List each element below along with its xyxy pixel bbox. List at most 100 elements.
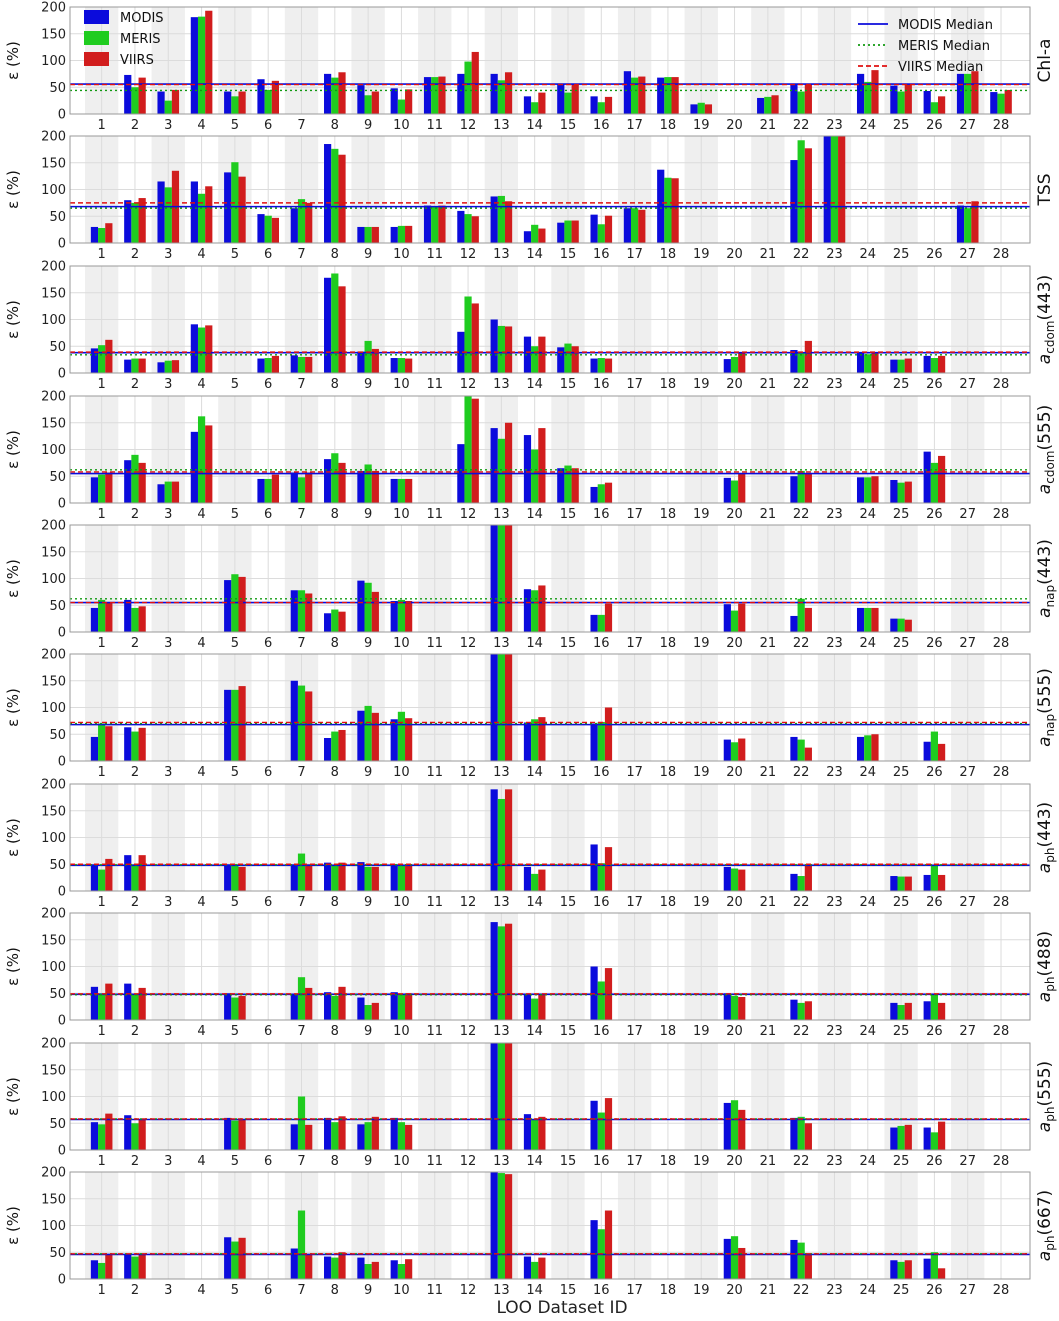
bar-viirs-13 bbox=[504, 326, 513, 373]
bar-meris-2 bbox=[131, 87, 139, 114]
bar-viirs-11 bbox=[438, 205, 446, 243]
bar-viirs-14 bbox=[538, 717, 546, 761]
bar-meris-13 bbox=[497, 1043, 505, 1150]
x-tick-label: 21 bbox=[760, 1283, 777, 1298]
bar-viirs-16 bbox=[604, 603, 613, 632]
bar-modis-14 bbox=[523, 1256, 532, 1279]
bar-modis-14 bbox=[523, 231, 532, 243]
y-tick-label: 50 bbox=[49, 858, 66, 873]
y-tick-label: 150 bbox=[41, 674, 66, 689]
bar-meris-15 bbox=[564, 465, 572, 503]
x-tick-label: 26 bbox=[926, 765, 943, 780]
bar-viirs-12 bbox=[471, 216, 479, 243]
bar-viirs-13 bbox=[504, 654, 513, 761]
x-tick-label: 26 bbox=[926, 1283, 943, 1298]
y-tick-label: 200 bbox=[41, 390, 66, 405]
x-tick-label: 12 bbox=[460, 247, 477, 262]
x-tick-label: 23 bbox=[826, 118, 843, 133]
y-tick-label: 100 bbox=[41, 572, 66, 587]
row-label: anap(555) bbox=[1035, 668, 1057, 747]
bar-meris-16 bbox=[597, 863, 605, 891]
bar-modis-2 bbox=[124, 1254, 132, 1279]
bar-viirs-25 bbox=[904, 481, 912, 503]
x-tick-label: 20 bbox=[726, 1024, 743, 1039]
bar-viirs-7 bbox=[305, 864, 313, 891]
bar-modis-1 bbox=[90, 1122, 99, 1150]
x-tick-label: 2 bbox=[131, 118, 139, 133]
x-tick-label: 17 bbox=[626, 1283, 643, 1298]
bar-modis-5 bbox=[224, 993, 232, 1020]
bar-meris-25 bbox=[897, 1125, 905, 1150]
x-tick-label: 4 bbox=[197, 118, 205, 133]
x-tick-label: 9 bbox=[364, 1024, 372, 1039]
x-tick-label: 21 bbox=[760, 765, 777, 780]
bar-viirs-8 bbox=[338, 154, 346, 243]
bar-viirs-1 bbox=[105, 1254, 113, 1279]
bar-modis-9 bbox=[357, 710, 365, 761]
bar-viirs-24 bbox=[871, 476, 879, 503]
x-tick-label: 8 bbox=[331, 377, 339, 392]
bar-modis-15 bbox=[557, 468, 565, 503]
x-tick-label: 11 bbox=[426, 1154, 443, 1169]
x-tick-label: 8 bbox=[331, 765, 339, 780]
bar-modis-10 bbox=[390, 478, 398, 503]
bar-meris-21 bbox=[764, 96, 772, 114]
bar-modis-8 bbox=[324, 144, 332, 243]
x-tick-label: 20 bbox=[726, 895, 743, 910]
x-tick-label: 19 bbox=[693, 636, 710, 651]
bar-viirs-10 bbox=[405, 358, 413, 373]
x-tick-label: 5 bbox=[231, 507, 239, 522]
x-tick-label: 6 bbox=[264, 1024, 272, 1039]
bar-meris-8 bbox=[331, 273, 339, 373]
x-tick-label: 4 bbox=[197, 765, 205, 780]
x-tick-label: 14 bbox=[526, 636, 543, 651]
x-tick-label: 27 bbox=[959, 895, 976, 910]
bar-meris-6 bbox=[264, 358, 272, 373]
x-tick-label: 12 bbox=[460, 636, 477, 651]
legend-median-label: VIIRS Median bbox=[898, 60, 983, 75]
bar-meris-7 bbox=[297, 356, 306, 373]
bar-viirs-24 bbox=[871, 734, 879, 761]
bar-meris-22 bbox=[797, 470, 805, 503]
x-tick-label: 20 bbox=[726, 765, 743, 780]
x-tick-label: 28 bbox=[993, 1154, 1010, 1169]
bar-modis-4 bbox=[190, 17, 198, 114]
bar-meris-17 bbox=[631, 208, 639, 243]
bar-modis-8 bbox=[324, 73, 332, 114]
bar-viirs-13 bbox=[504, 72, 513, 114]
bar-modis-13 bbox=[490, 654, 498, 761]
x-tick-label: 3 bbox=[164, 1024, 172, 1039]
bar-modis-3 bbox=[157, 181, 165, 243]
bar-viirs-15 bbox=[571, 220, 579, 243]
x-tick-label: 15 bbox=[560, 507, 577, 522]
x-tick-label: 10 bbox=[393, 247, 410, 262]
x-tick-label: 9 bbox=[364, 1154, 372, 1169]
y-tick-label: 200 bbox=[41, 778, 66, 793]
bar-viirs-2 bbox=[138, 606, 146, 632]
bar-viirs-12 bbox=[471, 303, 479, 373]
bar-viirs-4 bbox=[205, 325, 213, 373]
bar-viirs-14 bbox=[538, 428, 546, 503]
bar-meris-7 bbox=[297, 477, 306, 503]
bar-meris-10 bbox=[397, 99, 406, 114]
bar-modis-5 bbox=[224, 689, 232, 761]
bar-modis-19 bbox=[690, 104, 698, 114]
bar-meris-8 bbox=[331, 77, 339, 114]
x-tick-label: 24 bbox=[860, 377, 877, 392]
bar-viirs-26 bbox=[937, 1121, 946, 1150]
x-tick-label: 24 bbox=[860, 118, 877, 133]
legend-median-label: MERIS Median bbox=[898, 39, 990, 54]
x-tick-label: 17 bbox=[626, 636, 643, 651]
bar-modis-17 bbox=[623, 208, 632, 243]
bar-modis-10 bbox=[390, 600, 398, 632]
y-axis-label: ε (%) bbox=[4, 430, 22, 469]
bar-meris-5 bbox=[231, 1120, 239, 1150]
x-tick-label: 4 bbox=[197, 1024, 205, 1039]
bar-modis-6 bbox=[257, 478, 265, 503]
x-tick-label: 19 bbox=[693, 118, 710, 133]
bar-modis-22 bbox=[790, 160, 798, 243]
x-tick-label: 12 bbox=[460, 1154, 477, 1169]
x-tick-label: 25 bbox=[893, 1024, 910, 1039]
bar-viirs-25 bbox=[904, 84, 912, 114]
